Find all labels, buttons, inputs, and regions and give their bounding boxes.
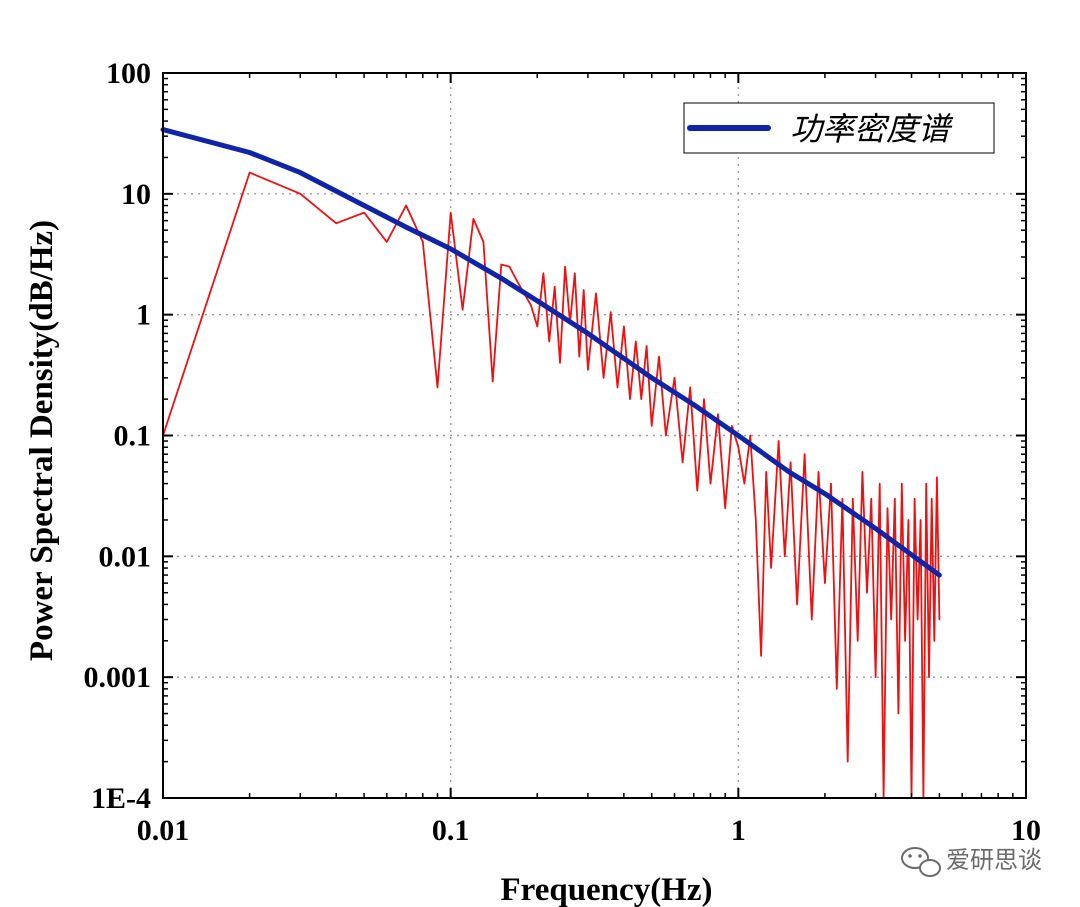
grid-lines bbox=[163, 73, 1026, 798]
y-tick-label: 100 bbox=[106, 57, 151, 90]
axis-ticks bbox=[162, 72, 1027, 799]
y-tick-label: 10 bbox=[121, 178, 151, 211]
psd-fit-line bbox=[160, 127, 942, 578]
plot-frame bbox=[162, 72, 1027, 799]
y-axis-label: Power Spectral Density(dB/Hz) bbox=[24, 220, 60, 661]
x-tick-label: 1 bbox=[731, 814, 746, 847]
watermark-text: 爱研思谈 bbox=[946, 846, 1042, 874]
y-tick-label: 0.001 bbox=[84, 661, 152, 694]
y-tick-label: 1 bbox=[136, 299, 151, 332]
wechat-bubble-large bbox=[901, 847, 929, 869]
plot-border bbox=[162, 72, 1027, 799]
wechat-eye-left bbox=[908, 854, 912, 858]
x-axis-label: Frequency(Hz) bbox=[500, 872, 712, 907]
x-tick-label: 0.1 bbox=[432, 814, 470, 847]
watermark: 爱研思谈 bbox=[901, 846, 1042, 877]
tick-labels: 0.01 0.1 1 10 1E-4 0.001 0.01 0.1 1 10 100 bbox=[84, 57, 1042, 847]
legend-label: 功率密度谱 bbox=[790, 110, 954, 148]
y-tick-label: 1E-4 bbox=[91, 782, 151, 815]
wechat-icon bbox=[901, 847, 941, 877]
x-tick-label: 10 bbox=[1011, 814, 1041, 847]
psd-raw-line bbox=[162, 171, 941, 799]
legend: 功率密度谱 bbox=[683, 102, 995, 154]
wechat-eye-right bbox=[918, 854, 922, 858]
y-tick-label: 0.01 bbox=[99, 540, 152, 573]
series-layer bbox=[160, 127, 942, 799]
wechat-bubble-small bbox=[919, 859, 941, 877]
x-tick-label: 0.01 bbox=[137, 814, 190, 847]
y-tick-label: 0.1 bbox=[114, 420, 152, 453]
